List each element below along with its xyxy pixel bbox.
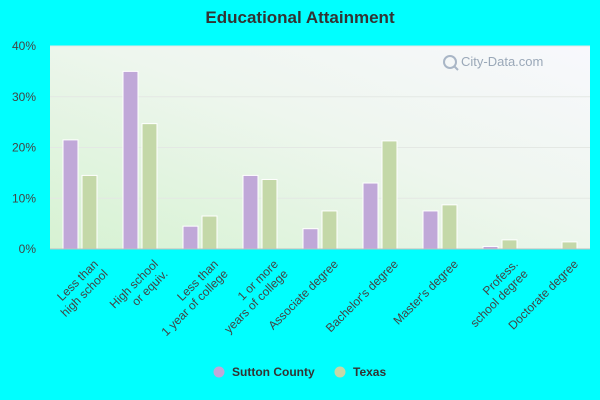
bar-texas (321, 210, 338, 250)
bar-texas (261, 178, 278, 250)
y-tick-label: 30% (12, 90, 36, 104)
x-category-label: Master's degree (390, 257, 461, 328)
bar-sutton-county (302, 228, 319, 250)
bar-sutton-county (362, 182, 379, 250)
y-tick-label: 40% (12, 39, 36, 53)
legend: Sutton County Texas (213, 365, 386, 379)
bar-sutton-county (122, 70, 139, 250)
bar-sutton-county (242, 174, 259, 250)
legend-label-texas: Texas (353, 365, 386, 379)
bar-texas (381, 140, 398, 250)
legend-marker-sutton-county (213, 366, 225, 378)
bar-texas (441, 204, 458, 250)
bars (62, 70, 578, 250)
chart-title: Educational Attainment (205, 8, 395, 27)
bar-texas (501, 239, 518, 250)
watermark-text: City-Data.com (461, 54, 543, 69)
bar-texas (81, 174, 98, 250)
gridlines (50, 45, 590, 199)
watermark: City-Data.com (443, 54, 543, 71)
x-category-label: High schoolor equiv. (107, 257, 171, 321)
legend-marker-texas (334, 366, 346, 378)
y-tick-label: 0% (19, 242, 37, 256)
bar-sutton-county (62, 139, 79, 250)
legend-label-sutton-county: Sutton County (232, 365, 315, 379)
bar-sutton-county (422, 210, 439, 250)
y-tick-label: 20% (12, 141, 36, 155)
bar-texas (561, 241, 578, 250)
bar-texas (141, 123, 158, 250)
y-axis-ticks: 0% 10% 20% 30% 40% (12, 39, 36, 256)
bar-texas (201, 215, 218, 250)
bar-sutton-county (182, 225, 199, 250)
y-tick-label: 10% (12, 191, 36, 205)
city-data-logo-icon (443, 55, 459, 71)
x-category-label: Less thanhigh school (48, 257, 111, 320)
